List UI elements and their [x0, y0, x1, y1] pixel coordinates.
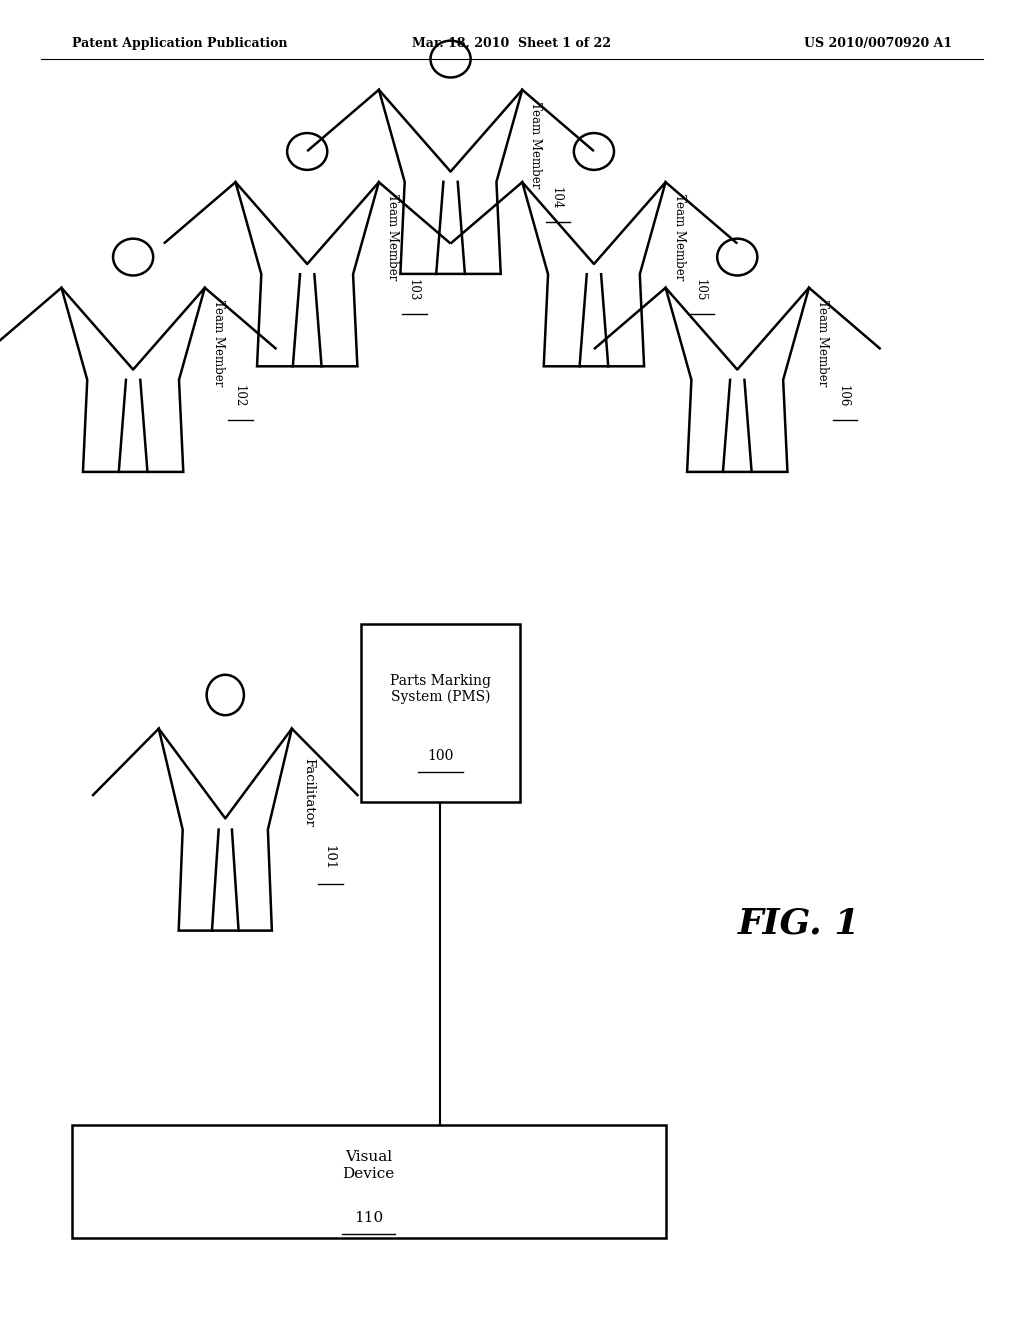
Text: 105: 105 — [693, 280, 707, 301]
Text: FIG. 1: FIG. 1 — [737, 907, 860, 941]
Text: Team Member: Team Member — [816, 300, 829, 387]
Text: 102: 102 — [232, 385, 246, 407]
Text: 103: 103 — [407, 280, 420, 301]
Text: Team Member: Team Member — [212, 300, 225, 387]
Text: 110: 110 — [354, 1212, 383, 1225]
Text: Visual
Device: Visual Device — [342, 1151, 395, 1180]
Text: Parts Marking
System (PMS): Parts Marking System (PMS) — [390, 673, 490, 705]
Text: Facilitator: Facilitator — [302, 758, 315, 826]
FancyBboxPatch shape — [72, 1125, 666, 1238]
Text: 104: 104 — [550, 187, 563, 209]
Text: US 2010/0070920 A1: US 2010/0070920 A1 — [804, 37, 952, 50]
Text: 106: 106 — [837, 385, 850, 407]
FancyBboxPatch shape — [360, 623, 519, 801]
Text: 100: 100 — [427, 750, 454, 763]
Text: 101: 101 — [323, 845, 336, 871]
Text: Team Member: Team Member — [529, 102, 543, 189]
Text: Team Member: Team Member — [386, 194, 399, 281]
Text: Mar. 18, 2010  Sheet 1 of 22: Mar. 18, 2010 Sheet 1 of 22 — [413, 37, 611, 50]
Text: Team Member: Team Member — [673, 194, 686, 281]
Text: Patent Application Publication: Patent Application Publication — [72, 37, 287, 50]
